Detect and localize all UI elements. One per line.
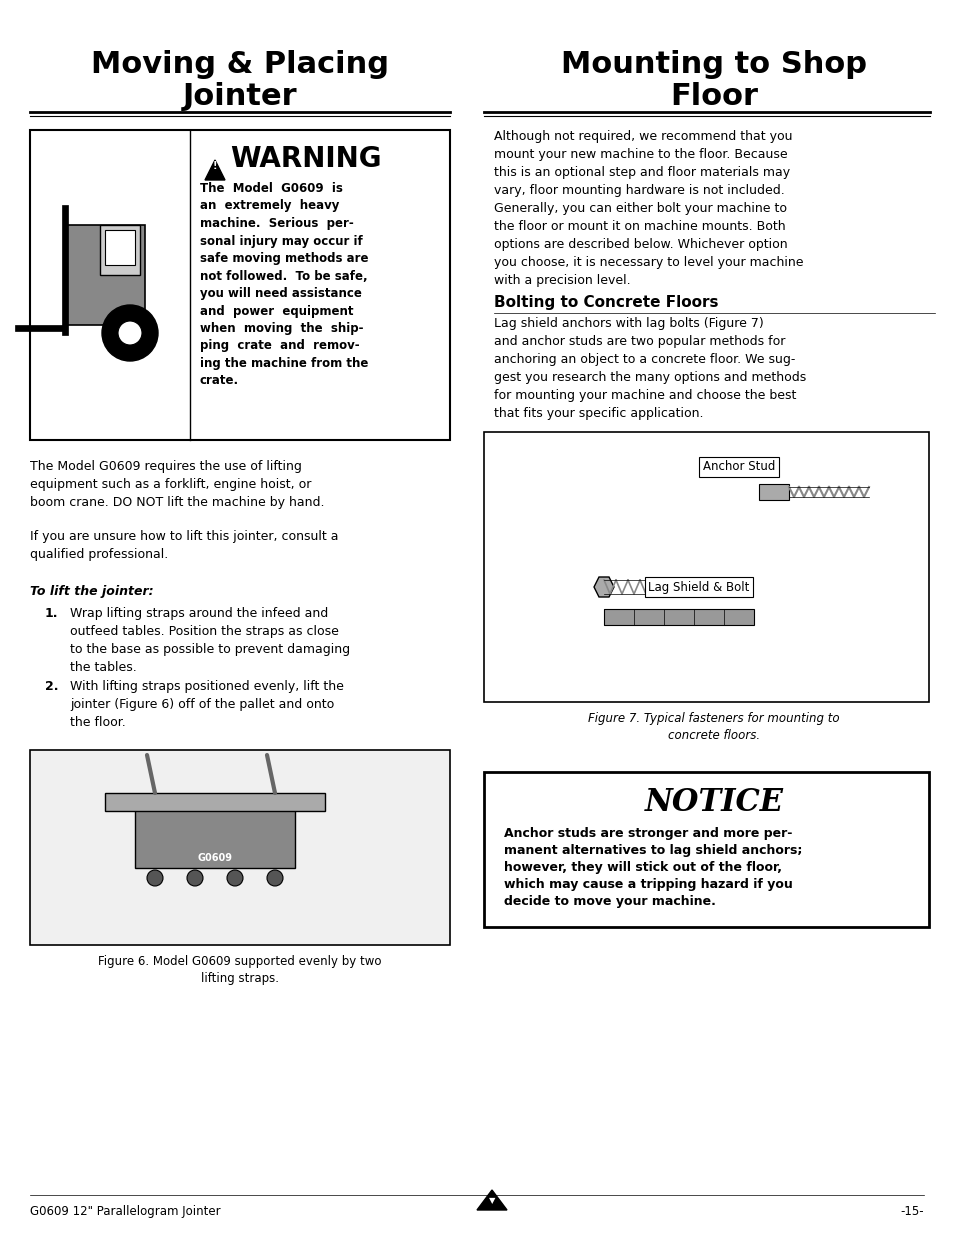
Bar	[15, 325, 65, 331]
Bar	[105, 230, 135, 266]
Text: WARNING: WARNING	[230, 144, 381, 173]
Text: Bolting to Concrete Floors: Bolting to Concrete Floors	[494, 295, 718, 310]
Text: If you are unsure how to lift this jointer, consult a
qualified professional.: If you are unsure how to lift this joint…	[30, 530, 338, 561]
Text: NOTICE: NOTICE	[644, 787, 782, 818]
Bar	[483, 432, 928, 701]
Text: Although not required, we recommend that you
mount your new machine to the floor: Although not required, we recommend that…	[494, 130, 802, 287]
Text: -15-: -15-	[900, 1205, 923, 1218]
Bar	[105, 793, 325, 811]
Circle shape	[267, 869, 283, 885]
Text: Figure 6. Model G0609 supported evenly by two
lifting straps.: Figure 6. Model G0609 supported evenly b…	[98, 955, 381, 986]
Circle shape	[187, 869, 203, 885]
Circle shape	[102, 305, 158, 361]
Bar	[135, 808, 294, 868]
Text: Lag shield anchors with lag bolts (Figure 7)
and anchor studs are two popular me: Lag shield anchors with lag bolts (Figur…	[494, 317, 805, 420]
Bar	[62, 205, 68, 335]
Text: The Model G0609 requires the use of lifting
equipment such as a forklift, engine: The Model G0609 requires the use of lift…	[30, 459, 324, 509]
Text: Figure 7. Typical fasteners for mounting to
concrete floors.: Figure 7. Typical fasteners for mounting…	[588, 713, 839, 742]
Bar	[603, 609, 753, 625]
Polygon shape	[205, 161, 225, 180]
Circle shape	[147, 869, 163, 885]
Text: 2.: 2.	[45, 680, 58, 693]
Bar	[30, 130, 450, 440]
Text: G0609 12" Parallelogram Jointer: G0609 12" Parallelogram Jointer	[30, 1205, 220, 1218]
Text: Floor: Floor	[669, 82, 758, 111]
Bar	[30, 750, 450, 945]
Bar	[100, 225, 140, 275]
Bar	[483, 772, 928, 927]
Text: With lifting straps positioned evenly, lift the
jointer (Figure 6) off of the pa: With lifting straps positioned evenly, l…	[70, 680, 343, 729]
Text: To lift the jointer:: To lift the jointer:	[30, 585, 153, 598]
Bar	[759, 484, 788, 500]
Text: 1.: 1.	[45, 606, 58, 620]
Polygon shape	[594, 577, 614, 597]
Text: G0609: G0609	[197, 853, 233, 863]
Text: Anchor studs are stronger and more per-
manent alternatives to lag shield anchor: Anchor studs are stronger and more per- …	[503, 827, 801, 908]
Text: Mounting to Shop: Mounting to Shop	[560, 49, 866, 79]
Circle shape	[227, 869, 243, 885]
Text: Jointer: Jointer	[182, 82, 297, 111]
Text: Wrap lifting straps around the infeed and
outfeed tables. Position the straps as: Wrap lifting straps around the infeed an…	[70, 606, 350, 674]
Bar	[65, 225, 145, 325]
Text: !: !	[213, 161, 217, 170]
Polygon shape	[476, 1191, 506, 1210]
Text: Lag Shield & Bolt: Lag Shield & Bolt	[648, 580, 749, 594]
Text: ▼: ▼	[488, 1197, 495, 1205]
Text: The  Model  G0609  is
an  extremely  heavy
machine.  Serious  per-
sonal injury : The Model G0609 is an extremely heavy ma…	[200, 182, 368, 388]
Text: Moving & Placing: Moving & Placing	[91, 49, 389, 79]
Text: Anchor Stud: Anchor Stud	[702, 461, 775, 473]
Circle shape	[118, 321, 142, 345]
